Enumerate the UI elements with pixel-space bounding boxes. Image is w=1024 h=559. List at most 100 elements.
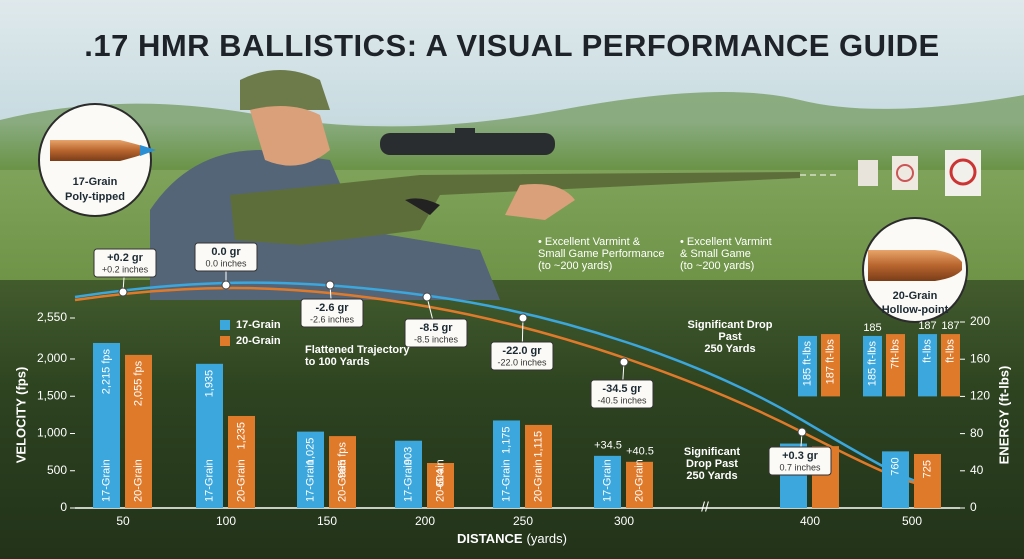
bar-series-label: 20-Grain xyxy=(434,459,446,502)
y2-tick-label: 120 xyxy=(970,389,990,403)
bar-value-label: 903 xyxy=(402,447,414,465)
y-axis-label: VELOCITY (fps) xyxy=(13,367,28,464)
note-flat: to 100 Yards xyxy=(305,356,370,368)
bar-value-label: 965 fps xyxy=(336,442,348,479)
x-tick-label: 100 xyxy=(216,514,236,528)
x-tick-label: 200 xyxy=(415,514,435,528)
callout-box xyxy=(404,318,468,348)
y-tick-label: 500 xyxy=(47,463,67,477)
energy-value-label: 185 ft-lbs xyxy=(801,340,813,386)
energy-top-label: 187 xyxy=(918,320,936,332)
bullet-name: 17-Grain xyxy=(73,176,118,188)
title: .17 HMR BALLISTICS: A VISUAL PERFORMANCE… xyxy=(84,28,939,63)
velocity-bar xyxy=(196,363,223,508)
bar-value-label: 1,115 xyxy=(532,431,544,458)
callout-inches: -40.5 inches xyxy=(597,395,647,405)
axis-break: // xyxy=(701,499,709,515)
bar-note: +34.5 xyxy=(594,440,622,452)
y2-tick-label: 0 xyxy=(970,500,977,514)
y2-axis-label: ENERGY (ft-lbs) xyxy=(996,366,1011,465)
energy-value-label: 187 ft-lbs xyxy=(824,339,836,385)
callout-drop: +0.3 gr xyxy=(782,450,818,462)
trajectory-20 xyxy=(74,286,933,490)
x-tick-label: 150 xyxy=(317,514,337,528)
trajectory-point xyxy=(118,287,128,297)
note-varmint2: • Excellent Varmint xyxy=(680,236,772,248)
callout-inches: -22.0 inches xyxy=(497,357,547,367)
x-tick-label: 50 xyxy=(116,514,130,528)
trajectory-point xyxy=(619,357,629,367)
trajectory-point xyxy=(518,313,528,323)
bar-series-label: 20-Grain xyxy=(532,459,544,502)
x-axis-title: DISTANCE xyxy=(457,531,523,546)
energy-bar xyxy=(918,334,937,397)
callout-inches: -2.6 inches xyxy=(310,314,355,324)
y-tick-label: 2,000 xyxy=(37,351,67,365)
x-axis-label: DISTANCE (yards) xyxy=(457,531,567,546)
x-axis-unit: (yards) xyxy=(527,531,567,546)
note-varmint2: (to ~200 yards) xyxy=(680,260,754,272)
legend-swatch xyxy=(220,336,230,346)
bar-value-label: 2,055 fps xyxy=(132,360,144,406)
note-drop2: Drop Past xyxy=(686,458,738,470)
velocity-bar xyxy=(395,440,422,508)
callout-box xyxy=(768,446,832,476)
velocity-bar xyxy=(882,451,909,508)
legend-label: 20-Grain xyxy=(236,335,281,347)
shooter xyxy=(150,70,800,300)
callout-drop: -22.0 gr xyxy=(502,345,542,357)
note-varmint1: (to ~200 yards) xyxy=(538,260,612,272)
note-varmint1: Small Game Performance xyxy=(538,248,665,260)
velocity-bar xyxy=(125,354,152,508)
callout-inches: +0.2 inches xyxy=(102,264,149,274)
y-tick-label: 2,550 xyxy=(37,310,67,324)
energy-bar xyxy=(821,334,840,397)
bar-value-label: 1,235 xyxy=(235,422,247,450)
velocity-bar xyxy=(493,420,520,508)
bullet-type: Hollow-point xyxy=(882,304,949,316)
x-tick-label: 250 xyxy=(513,514,533,528)
velocity-bar xyxy=(525,424,552,508)
bullet-name: 20-Grain xyxy=(893,290,938,302)
callout-inches: 0.7 inches xyxy=(779,462,821,472)
callout-box xyxy=(194,242,258,272)
y2-tick-label: 40 xyxy=(970,463,984,477)
trajectory-point xyxy=(797,427,807,437)
bullet-inset-20: 20-Grain Hollow-point xyxy=(862,217,968,323)
note-drop2: 250 Yards xyxy=(686,470,737,482)
y2-tick-label: 80 xyxy=(970,426,984,440)
callout-inches: 0.0 inches xyxy=(205,258,247,268)
callout-box xyxy=(490,341,554,371)
bar-series-label: 17-Grain xyxy=(601,459,613,502)
bar-value-label: 1,175 xyxy=(500,426,512,454)
bar-value-label: 604 xyxy=(434,469,446,487)
bar-value-label: 725 xyxy=(921,460,933,478)
callout-inches: -8.5 inches xyxy=(414,334,459,344)
trajectory-17 xyxy=(74,281,933,489)
trajectory-point xyxy=(221,280,231,290)
x-tick-label: 300 xyxy=(614,514,634,528)
velocity-bar xyxy=(93,342,120,508)
velocity-bar xyxy=(594,455,621,508)
energy-bar xyxy=(863,335,882,397)
velocity-bar xyxy=(329,436,356,508)
note-varmint2: & Small Game xyxy=(680,248,751,260)
note-flat: Flattened Trajectory xyxy=(305,344,410,356)
callout-drop: -8.5 gr xyxy=(419,322,453,334)
y2-tick-label: 160 xyxy=(970,351,990,365)
bar-series-label: 20-Grain xyxy=(235,459,247,502)
bar-series-label: 17-Grain xyxy=(100,459,112,502)
bar-value-label: 1,935 xyxy=(203,370,215,398)
note-drop2: Significant xyxy=(684,446,741,458)
callout-box xyxy=(590,379,654,409)
note-drop1: 250 Yards xyxy=(704,343,755,355)
bar-series-label: 17-Grain xyxy=(402,459,414,502)
bar-value-label: 2,215 fps xyxy=(100,348,112,394)
y-tick-label: 1,000 xyxy=(37,426,67,440)
callout-drop: -34.5 gr xyxy=(602,383,642,395)
note-drop1: Significant Drop xyxy=(688,319,773,331)
legend-swatch xyxy=(220,320,230,330)
velocity-bar xyxy=(427,462,454,508)
velocity-bar xyxy=(914,453,941,508)
